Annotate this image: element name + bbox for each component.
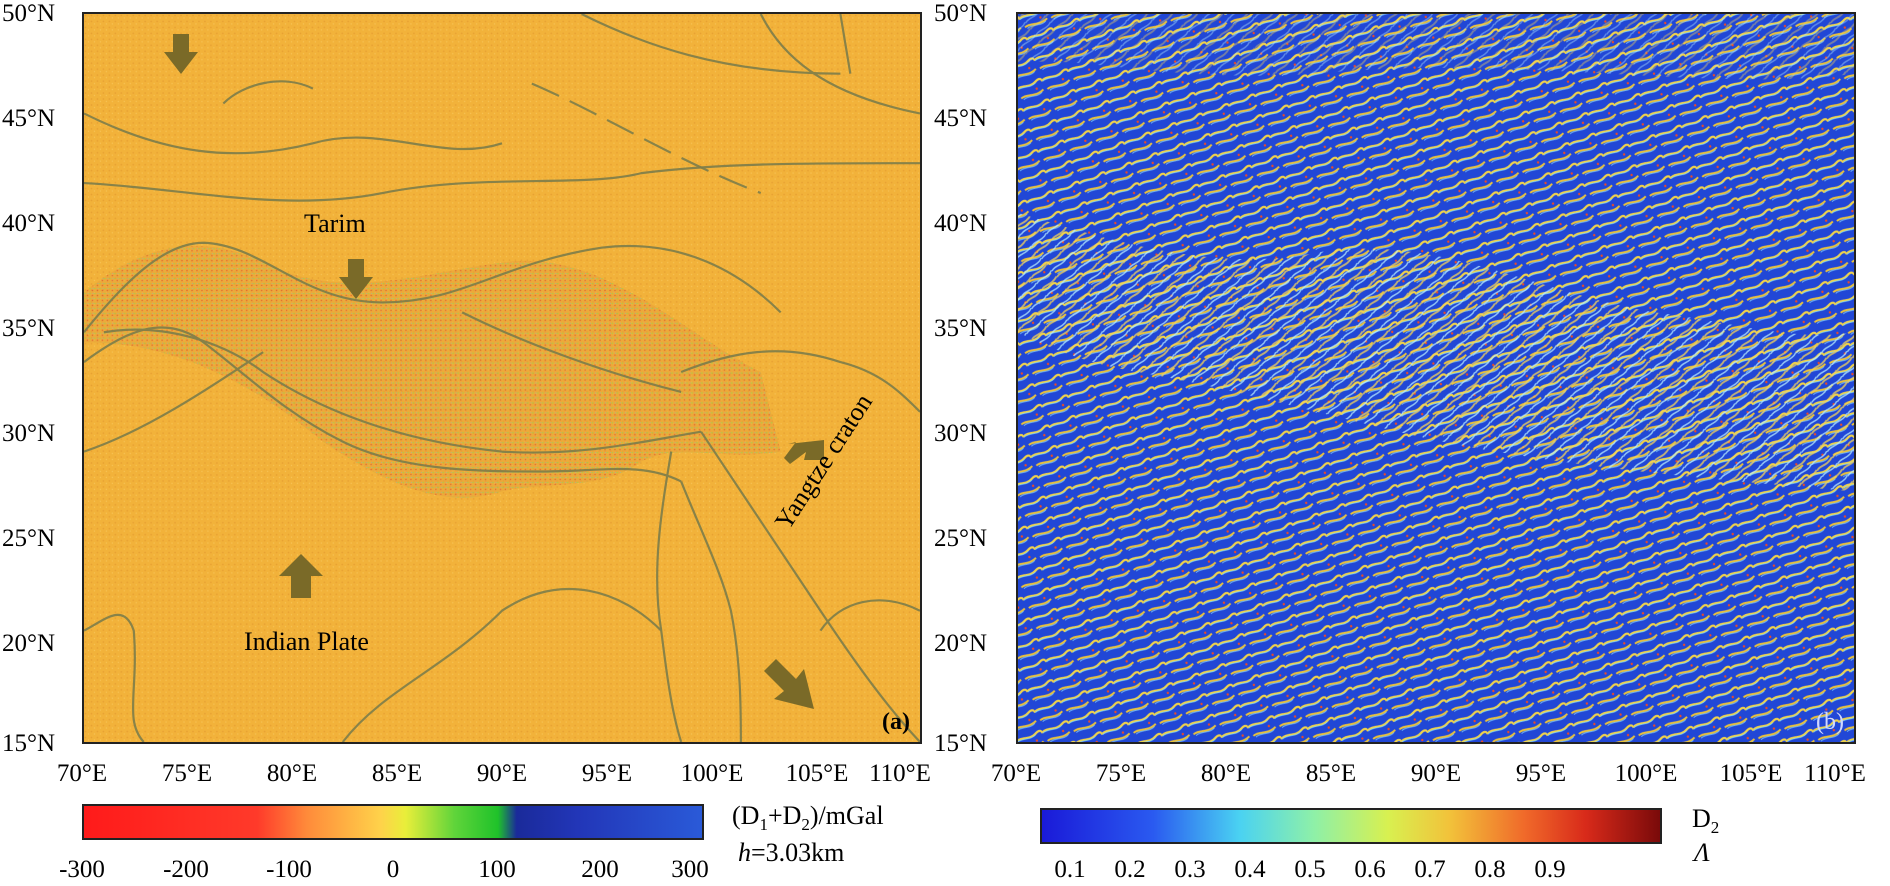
lat-tick: 40°N (934, 210, 988, 237)
lon-tick: 110°E (1804, 760, 1866, 787)
colorbar-tick: 0.6 (1354, 856, 1386, 883)
lon-tick: 90°E (1410, 760, 1462, 787)
map-panel-b: (b) (1016, 12, 1856, 744)
lon-tick: 95°E (1515, 760, 1567, 787)
motion-arrow-down-icon (164, 34, 198, 74)
colorbar-a-subtitle: h=3.03km (738, 838, 845, 867)
motion-arrow-up-icon (279, 554, 323, 598)
lon-tick: 80°E (266, 760, 318, 787)
lat-tick: 30°N (934, 420, 988, 447)
colorbar-tick: -200 (163, 856, 209, 883)
lat-tick: 50°N (2, 0, 56, 27)
lon-tick: 105°E (785, 760, 849, 787)
colorbar-tick: 0.4 (1234, 856, 1266, 883)
lat-tick: 30°N (2, 420, 56, 447)
lat-tick: 20°N (2, 630, 56, 657)
colorbar-tick: 200 (581, 856, 619, 883)
map-panel-a: Tarim Indian Plate Yangtze craton (a) (82, 12, 922, 744)
colorbar-tick: -100 (266, 856, 312, 883)
lon-tick: 70°E (56, 760, 108, 787)
lon-tick: 75°E (1095, 760, 1147, 787)
colorbar-a (82, 804, 704, 840)
colorbar-tick: 0.2 (1114, 856, 1146, 883)
lat-tick: 15°N (2, 730, 56, 757)
colorbar-b (1040, 808, 1662, 844)
d2-lambda-map (1018, 14, 1854, 742)
lat-tick: 20°N (934, 630, 988, 657)
lon-tick: 75°E (161, 760, 213, 787)
label-tarim: Tarim (304, 209, 366, 238)
lon-tick: 70°E (990, 760, 1042, 787)
panel-b-label: (b) (1816, 709, 1844, 735)
colorbar-tick: 0.7 (1414, 856, 1446, 883)
colorbar-tick: 0 (386, 856, 400, 883)
colorbar-tick: -300 (59, 856, 105, 883)
lat-tick: 35°N (934, 315, 988, 342)
colorbar-a-title: (D1+D2)/mGal (732, 801, 884, 835)
lat-tick: 25°N (934, 525, 988, 552)
lon-tick: 110°E (869, 760, 931, 787)
motion-arrow-northwest-icon (784, 440, 824, 464)
lat-tick: 15°N (934, 730, 988, 757)
colorbar-tick: 0.3 (1174, 856, 1206, 883)
lon-tick: 80°E (1200, 760, 1252, 787)
colorbar-tick: 0.5 (1294, 856, 1326, 883)
gravity-anomaly-map (84, 14, 920, 742)
lon-tick: 105°E (1719, 760, 1783, 787)
panel-a-label: (a) (882, 709, 910, 735)
lat-tick: 25°N (2, 525, 56, 552)
lon-tick: 85°E (1305, 760, 1357, 787)
lat-tick: 45°N (934, 105, 988, 132)
colorbar-tick: 0.1 (1054, 856, 1086, 883)
lat-tick: 45°N (2, 105, 56, 132)
colorbar-tick: 100 (478, 856, 516, 883)
label-indian-plate: Indian Plate (244, 627, 369, 656)
lon-tick: 85°E (371, 760, 423, 787)
lon-tick: 95°E (581, 760, 633, 787)
motion-arrow-southeast-icon (764, 659, 814, 709)
lat-tick: 40°N (2, 210, 56, 237)
lon-tick: 100°E (1614, 760, 1678, 787)
lon-tick: 100°E (680, 760, 744, 787)
colorbar-b-subtitle: Λ (1694, 838, 1710, 867)
colorbar-tick: 300 (671, 856, 709, 883)
lat-tick: 35°N (2, 315, 56, 342)
motion-arrow-down-icon (339, 259, 373, 299)
lon-tick: 90°E (476, 760, 528, 787)
colorbar-tick: 0.9 (1534, 856, 1566, 883)
lat-tick: 50°N (934, 0, 988, 27)
colorbar-tick: 0.8 (1474, 856, 1506, 883)
colorbar-b-title: D2 (1692, 804, 1720, 838)
